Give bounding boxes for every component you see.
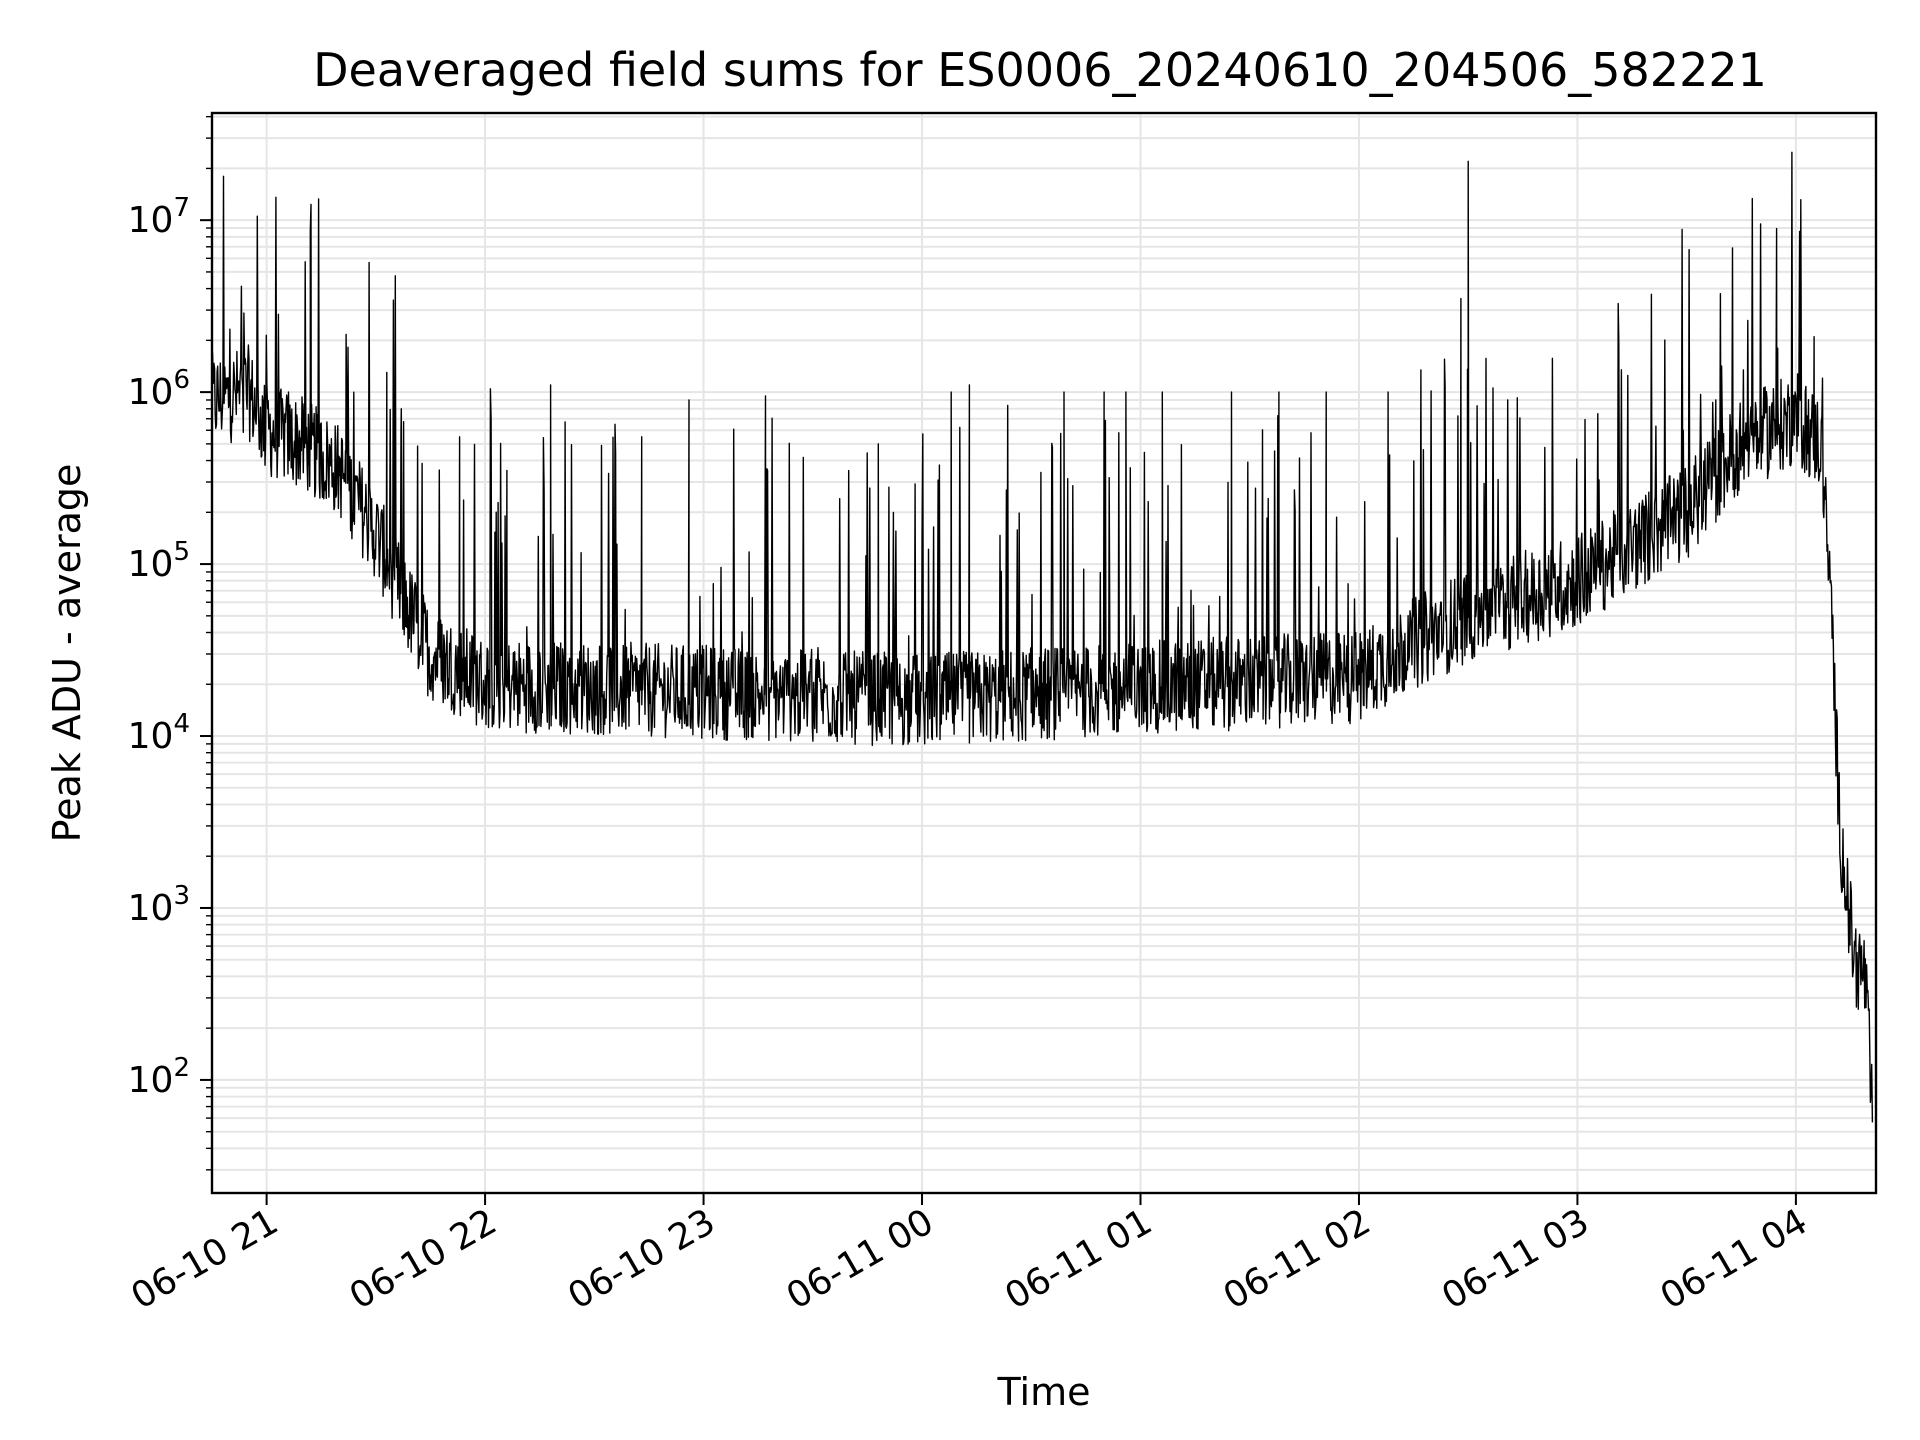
x-tick-label: 06-10 21	[124, 1201, 285, 1317]
x-tick-label: 06-11 00	[780, 1201, 941, 1317]
y-tick-label: 107	[128, 193, 190, 241]
data-series	[211, 151, 1874, 1123]
x-tick-label: 06-10 22	[343, 1201, 504, 1317]
y-tick-label: 103	[128, 881, 190, 929]
x-tick-label: 06-10 23	[561, 1201, 722, 1317]
x-tick-label: 06-11 03	[1435, 1201, 1596, 1317]
plot-frame	[210, 111, 1878, 1195]
x-axis-label: Time	[997, 1370, 1091, 1414]
y-tick-label: 104	[128, 709, 190, 757]
x-tick-label: 06-11 01	[998, 1201, 1159, 1317]
x-tick-label: 06-11 04	[1654, 1201, 1815, 1317]
y-tick-label: 106	[128, 365, 190, 413]
y-tick-label: 105	[128, 537, 190, 585]
data-line	[211, 151, 1874, 1123]
y-tick-label: 102	[128, 1053, 190, 1101]
chart-title: Deaveraged field sums for ES0006_2024061…	[313, 43, 1767, 97]
y-axis-label: Peak ADU - average	[45, 464, 89, 843]
x-tick-label: 06-11 02	[1217, 1201, 1378, 1317]
